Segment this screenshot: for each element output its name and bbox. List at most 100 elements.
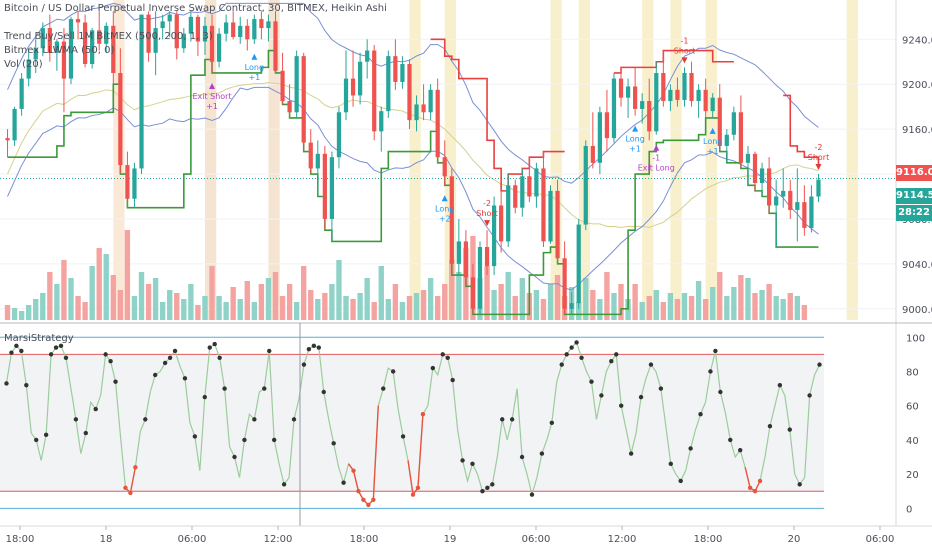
candle-body — [75, 19, 81, 23]
signal-label: Long — [625, 135, 644, 144]
volume-bar — [660, 302, 667, 320]
volume-bar — [456, 272, 462, 320]
oscillator-point — [599, 393, 604, 398]
oscillator-point — [222, 386, 227, 391]
exit-arrow-icon — [653, 144, 660, 151]
volume-bar — [258, 284, 265, 320]
candle-body — [202, 25, 208, 42]
oscillator-point — [217, 355, 222, 360]
oscillator-point — [202, 394, 207, 400]
oscillator-label[interactable]: MarsiStrategy — [4, 333, 74, 344]
candle-body — [97, 30, 102, 44]
candle-body — [661, 72, 666, 102]
volume-bar — [251, 302, 258, 320]
candle-body — [181, 33, 186, 49]
candle-body — [506, 185, 511, 242]
time-axis-tick-label: 18:00 — [6, 534, 35, 545]
oscillator-point — [638, 394, 644, 400]
oscillator-point — [728, 437, 733, 443]
candle-body — [357, 61, 363, 96]
candle-body — [414, 104, 419, 121]
candle-body — [710, 97, 715, 112]
candle-body — [231, 22, 236, 38]
price-axis-tick-label: 9000.0 — [902, 305, 932, 316]
volume-bar — [618, 284, 624, 320]
session-highlight — [846, 0, 858, 320]
oscillator-point — [93, 406, 98, 412]
volume-bar — [89, 266, 95, 320]
candle-body — [689, 72, 694, 102]
volume-bar — [688, 296, 695, 320]
signal-label: -1 — [652, 154, 660, 163]
oscillator-point — [509, 417, 515, 422]
volume-bar — [794, 296, 800, 320]
oscillator-point — [718, 389, 723, 395]
trend-support-line — [7, 49, 819, 316]
bar-timer-tag: 28:22 — [896, 205, 932, 221]
last-price-tag: 9116.0 — [896, 165, 932, 181]
oscillator-axis-tick-label: 100 — [906, 333, 925, 344]
candle-body — [365, 50, 370, 62]
volume-bar — [350, 299, 356, 320]
volume-bar — [371, 302, 377, 320]
oscillator-axis-tick-label: 0 — [906, 504, 912, 515]
oscillator-point — [559, 362, 564, 367]
volume-bar — [237, 299, 243, 320]
candle-body — [287, 101, 292, 113]
oscillator-point — [232, 454, 237, 460]
volume-bar — [583, 278, 589, 320]
signal-sublabel: Exit Long — [638, 164, 675, 173]
oscillator-point — [450, 377, 455, 383]
candle-body — [541, 168, 546, 242]
volume-bar — [547, 284, 554, 320]
candle-body — [703, 89, 708, 112]
volume-bar — [759, 290, 765, 320]
oscillator-point — [678, 478, 683, 484]
price-axis-tick-label: 9160.0 — [902, 125, 932, 136]
indicator-vol-label[interactable]: Vol (20) — [4, 59, 43, 70]
candle-body — [400, 64, 405, 82]
candle-body — [33, 48, 38, 60]
oscillator-point — [316, 345, 322, 350]
candle-body — [224, 22, 229, 34]
oscillator-point — [311, 343, 317, 349]
oscillator-point — [192, 434, 198, 439]
candle-body — [125, 165, 130, 199]
volume-bar — [11, 308, 18, 320]
oscillator-point — [242, 437, 247, 443]
candle-body — [795, 202, 800, 210]
buy-arrow-icon — [632, 125, 639, 132]
volume-bar — [209, 266, 215, 320]
candle-body — [238, 25, 243, 38]
candle-body — [477, 247, 483, 309]
candle-body — [82, 22, 88, 65]
oscillator-point — [321, 389, 326, 395]
oscillator-point — [172, 348, 178, 354]
volume-bar — [498, 284, 504, 320]
oscillator-point — [133, 465, 138, 470]
oscillator-point — [614, 352, 619, 357]
volume-bar — [695, 281, 702, 320]
oscillator-point — [24, 382, 29, 388]
candle-body — [47, 28, 52, 53]
volume-bar — [315, 299, 321, 320]
volume-bar — [702, 299, 709, 320]
volume-bar — [124, 230, 131, 320]
oscillator-point — [415, 485, 421, 490]
time-axis-tick-label: 06:00 — [178, 534, 207, 545]
volume-bar — [322, 293, 328, 320]
volume-bar — [131, 296, 138, 320]
volume-bar — [357, 293, 363, 320]
candle-body — [449, 176, 454, 264]
oscillator-point — [341, 480, 346, 485]
indicator-llwma-label[interactable]: Bitmex LLWMA (50, 0) — [4, 45, 115, 56]
indicator-trend-label[interactable]: Trend Buy/Sell 1M BitMEX (500, 200, 1, 3… — [4, 31, 213, 42]
candle-body — [470, 277, 476, 309]
candle-body — [597, 112, 602, 163]
oscillator-axis-tick-label: 40 — [906, 436, 919, 447]
candle-body — [61, 41, 67, 79]
volume-bar — [505, 272, 511, 320]
volume-bar — [752, 293, 758, 320]
candle-body — [675, 89, 680, 100]
